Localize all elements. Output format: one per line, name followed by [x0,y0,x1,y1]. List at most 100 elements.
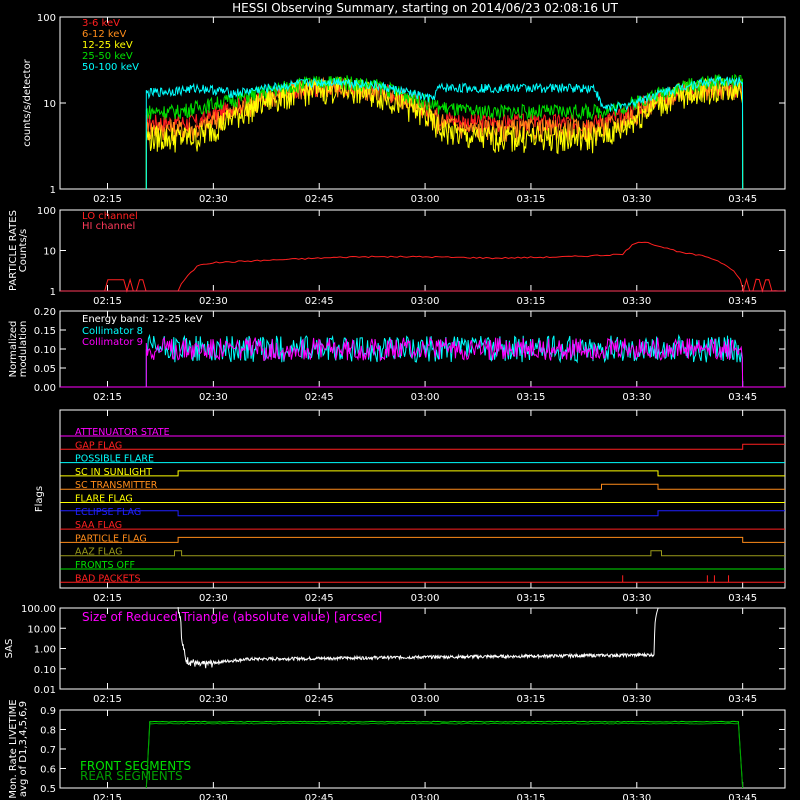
panel-modulation: 02:15 02:30 02:45 03:00 03:15 03:30 03:45 0.00 0… [8,307,786,403]
y-tick-label: 0.01 [34,685,56,696]
x-tick-label: 02:30 [199,593,228,604]
x-tick-label: 02:30 [199,694,228,705]
y-tick-label: 0.9 [40,706,56,717]
y-axis-label: Mon. Rate LIVETIME [8,699,19,798]
y-tick-label: 0.5 [40,784,56,795]
x-tick-label: 02:30 [199,392,228,403]
x-tick-label: 03:15 [517,694,546,705]
x-tick-label: 03:45 [728,793,757,800]
y-axis-label: Flags [34,486,45,512]
y-tick-label: 1 [50,287,56,298]
x-tick-label: 03:30 [622,392,651,403]
y-tick-label: 0.10 [34,345,56,356]
x-tick-label: 03:45 [728,593,757,604]
x-tick-label: 03:15 [517,194,546,205]
x-tick-label: 02:15 [93,194,122,205]
x-tick-label: 03:45 [728,694,757,705]
legend-entry: 12-25 keV [82,40,133,51]
x-tick-label: 02:45 [305,593,334,604]
x-tick-label: 03:45 [728,296,757,307]
legend-entry: Collimator 8 [82,326,143,337]
flag-label: PARTICLE FLAG [75,533,147,544]
x-tick-label: 02:45 [305,392,334,403]
legend-entry: 6-12 keV [82,29,126,40]
x-tick-label: 03:15 [517,392,546,403]
x-tick-label: 03:15 [517,296,546,307]
series-line [145,76,744,190]
x-tick-label: 03:00 [411,296,440,307]
x-tick-label: 02:15 [93,694,122,705]
y-tick-label: 0.6 [40,765,56,776]
y-axis-label: counts/s/detector [22,58,33,146]
panel-count-rates: 02:15 02:30 02:45 03:00 03:15 03:30 03:45 1 10 10… [22,13,786,205]
x-tick-label: 03:30 [622,296,651,307]
x-tick-label: 03:15 [517,593,546,604]
y-tick-label: 0.7 [40,745,56,756]
flag-line [60,470,785,477]
x-tick-label: 03:00 [411,793,440,800]
y-axis-label: avg of D1,3,4,5,6,9 [18,701,29,797]
x-tick-label: 02:45 [305,793,334,800]
y-axis-label: SAS [4,639,15,659]
flag-line [60,550,785,557]
panel-sas: 02:15 02:30 02:45 03:00 03:15 03:30 03:45 0.01 0… [4,604,786,705]
y-tick-label: 0.15 [34,326,56,337]
x-tick-label: 02:15 [93,593,122,604]
flag-label: GAP FLAG [75,440,122,451]
series-line [60,241,785,293]
x-tick-label: 02:30 [199,296,228,307]
y-tick-label: 100 [37,206,56,217]
legend-entry: HI channel [82,221,135,232]
y-tick-label: 10 [43,247,56,258]
x-tick-label: 02:15 [93,296,122,307]
legend-entry: FRONT SEGMENTS [80,759,191,773]
x-tick-label: 03:00 [411,392,440,403]
series-line [177,607,659,669]
x-tick-label: 02:15 [93,793,122,800]
flag-line [60,536,785,543]
x-tick-label: 02:45 [305,194,334,205]
legend-entry: Collimator 9 [82,337,143,348]
flag-label: ECLIPSE FLAG [75,507,141,518]
legend-entry: LO channel [82,211,138,222]
y-axis-label: Counts/s [18,229,29,273]
x-tick-label: 02:45 [305,694,334,705]
panel-flags: 02:15 02:30 02:45 03:00 03:15 03:30 03:45 Flags… [34,409,786,604]
chart-title: HESSI Observing Summary, starting on 201… [232,1,618,15]
y-axis-label: Normalized [8,321,19,378]
y-tick-label: 10 [43,99,56,110]
x-tick-label: 03:30 [622,793,651,800]
flag-label: FRONTS OFF [75,560,135,571]
x-tick-label: 03:30 [622,194,651,205]
x-tick-label: 03:00 [411,694,440,705]
x-tick-label: 02:15 [93,392,122,403]
y-tick-label: 0.8 [40,726,56,737]
x-tick-label: 03:15 [517,793,546,800]
legend-entry: REAR SEGMENTS [80,769,183,783]
legend-entry: 50-100 keV [82,62,139,73]
flag-label: BAD PACKETS [75,573,141,584]
y-tick-label: 0.10 [34,665,56,676]
panel-annotation: Size of Reduced Triangle (absolute value… [82,610,382,624]
flag-label: FLARE FLAG [75,494,133,505]
series-line [145,722,744,789]
flag-label: ATTENUATOR STATE [75,427,170,438]
y-tick-label: 0.20 [34,307,56,318]
legend-entry: 25-50 keV [82,51,133,62]
panel-particle-rates: 02:15 02:30 02:45 03:00 03:15 03:30 03:45 1 10 10… [8,206,786,307]
panel-annotation: Energy band: 12-25 keV [82,314,203,325]
y-tick-label: 0.05 [34,364,56,375]
flag-label: POSSIBLE FLARE [75,454,154,465]
series-line [145,336,744,388]
y-tick-label: 1.00 [34,645,56,656]
y-tick-label: 100.00 [21,604,56,615]
x-tick-label: 03:00 [411,194,440,205]
y-tick-label: 10.00 [27,624,56,635]
x-tick-label: 02:30 [199,793,228,800]
series-line [145,75,744,190]
series-line [145,720,744,789]
x-tick-label: 02:45 [305,296,334,307]
x-tick-label: 02:30 [199,194,228,205]
